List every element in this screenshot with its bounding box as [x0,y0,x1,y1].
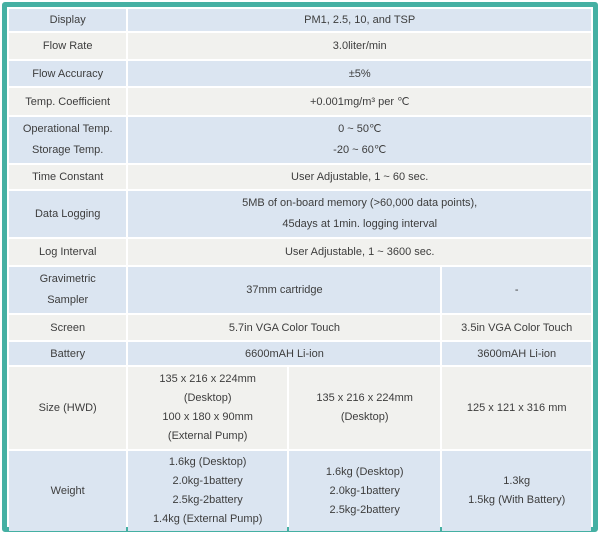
table-row-gravimetric-sampler: Gravimetric Sampler 37mm cartridge - [9,267,591,313]
table-row-operational-storage-temp: Operational Temp. Storage Temp. 0 ~ 50℃ … [9,117,591,163]
value-line: 2.0kg-1battery [172,475,243,487]
value-line: 135 x 216 x 224mm [316,392,413,404]
row-value: 5.7in VGA Color Touch [128,315,441,340]
row-value: 1.3kg 1.5kg (With Battery) [442,451,591,531]
value-line: (Desktop) [183,392,232,404]
value-line: (External Pump) [167,430,248,442]
row-label: Screen [9,315,127,340]
value-line: 1.5kg (With Battery) [468,494,566,506]
value-line: 135 x 216 x 224mm [159,373,256,385]
table-row-screen: Screen 5.7in VGA Color Touch 3.5in VGA C… [9,315,591,340]
row-value: 135 x 216 x 224mm (Desktop) 100 x 180 x … [128,367,287,449]
row-value: ±5% [128,61,591,86]
table-row-log-interval: Log Interval User Adjustable, 1 ~ 3600 s… [9,239,591,265]
value-line: 2.5kg-2battery [172,494,243,506]
row-label: Size (HWD) [9,367,127,449]
label-line: Storage Temp. [32,144,104,156]
table-row-weight: Weight 1.6kg (Desktop) 2.0kg-1battery 2.… [9,451,591,531]
row-value: 135 x 216 x 224mm (Desktop) [288,367,441,449]
label-line: Operational Temp. [22,123,113,135]
row-label: Battery [9,342,127,365]
table-row-temp-coefficient: Temp. Coefficient +0.001mg/m³ per ℃ [9,88,591,115]
row-value: 6600mAH Li-ion [128,342,441,365]
table-row-flow-accuracy: Flow Accuracy ±5% [9,61,591,86]
spec-table: Display PM1, 2.5, 10, and TSP Flow Rate … [7,7,593,533]
value-line: 1.4kg (External Pump) [152,513,263,525]
row-value: 3.5in VGA Color Touch [442,315,591,340]
row-label: Gravimetric Sampler [9,267,127,313]
row-value: User Adjustable, 1 ~ 3600 sec. [128,239,591,265]
row-value: 37mm cartridge [128,267,441,313]
value-line: 2.5kg-2battery [329,503,400,516]
row-value: 3.0liter/min [128,33,591,59]
row-value: 1.6kg (Desktop) 2.0kg-1battery 2.5kg-2ba… [288,451,441,531]
row-value: User Adjustable, 1 ~ 60 sec. [128,165,591,189]
table-row-time-constant: Time Constant User Adjustable, 1 ~ 60 se… [9,165,591,189]
row-value: - [442,267,591,313]
row-value: 3600mAH Li-ion [442,342,591,365]
value-line: (Desktop) [340,411,389,423]
table-row-flow-rate: Flow Rate 3.0liter/min [9,33,591,59]
row-label: Time Constant [9,165,127,189]
row-label: Operational Temp. Storage Temp. [9,117,127,163]
row-label: Flow Rate [9,33,127,59]
row-label: Weight [9,451,127,531]
value-line: -20 ~ 60℃ [333,144,387,156]
value-line: 1.6kg (Desktop) [168,456,247,468]
value-line: 1.6kg (Desktop) [325,465,404,478]
row-value: PM1, 2.5, 10, and TSP [128,9,591,31]
value-line: 2.0kg-1battery [329,484,400,497]
row-label: Display [9,9,127,31]
value-line: 45days at 1min. logging interval [282,218,438,230]
label-line: Sampler [47,294,89,306]
row-value: 0 ~ 50℃ -20 ~ 60℃ [128,117,591,163]
value-line: 0 ~ 50℃ [338,123,382,135]
row-value: 5MB of on-board memory (>60,000 data poi… [128,191,591,237]
row-label: Flow Accuracy [9,61,127,86]
row-label: Data Logging [9,191,127,237]
row-value: +0.001mg/m³ per ℃ [128,88,591,115]
table-row-battery: Battery 6600mAH Li-ion 3600mAH Li-ion [9,342,591,365]
row-value: 125 x 121 x 316 mm [442,367,591,449]
value-line: 1.3kg [503,475,531,487]
row-value: 1.6kg (Desktop) 2.0kg-1battery 2.5kg-2ba… [128,451,287,531]
value-line: 125 x 121 x 316 mm [466,401,567,414]
table-row-display: Display PM1, 2.5, 10, and TSP [9,9,591,31]
table-row-data-logging: Data Logging 5MB of on-board memory (>60… [9,191,591,237]
value-line: 5MB of on-board memory (>60,000 data poi… [242,197,478,209]
row-label: Log Interval [9,239,127,265]
label-line: Gravimetric [39,273,96,285]
table-row-size-hwd: Size (HWD) 135 x 216 x 224mm (Desktop) 1… [9,367,591,449]
value-line: 100 x 180 x 90mm [162,411,253,423]
row-label: Temp. Coefficient [9,88,127,115]
